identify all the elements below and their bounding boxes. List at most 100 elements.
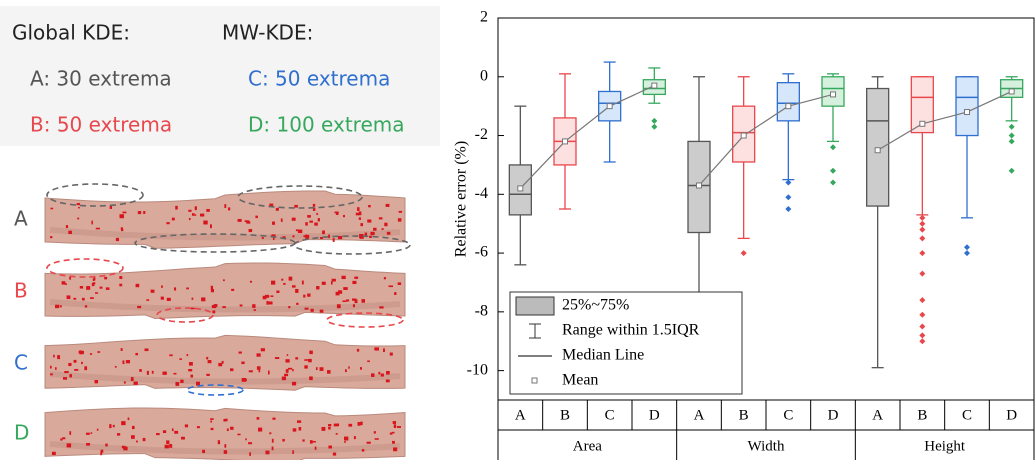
speck	[64, 283, 67, 285]
speck	[237, 433, 241, 436]
speck	[338, 290, 343, 294]
x-tick-label: D	[1006, 407, 1017, 423]
speck	[367, 360, 370, 363]
speck	[359, 234, 364, 238]
speck	[69, 276, 72, 280]
y-tick-label: 2	[480, 9, 488, 26]
box	[910, 76, 934, 134]
speck	[237, 218, 242, 222]
speck	[196, 381, 200, 386]
speck	[328, 445, 333, 449]
speck	[91, 220, 93, 225]
speck	[188, 362, 193, 366]
speck	[78, 206, 80, 209]
speck	[297, 229, 303, 234]
speck	[389, 432, 393, 435]
speck	[131, 425, 135, 430]
speck	[374, 347, 379, 350]
speck	[84, 366, 88, 371]
speck	[369, 235, 372, 239]
speck	[378, 217, 383, 220]
speck	[384, 222, 388, 227]
speck	[315, 367, 318, 371]
vessels	[44, 190, 406, 460]
speck	[303, 235, 306, 238]
row-label: B	[14, 279, 28, 303]
speck	[341, 275, 346, 280]
speck	[105, 443, 108, 447]
speck	[397, 218, 402, 222]
legend-entry: D: 100 extrema	[248, 113, 404, 137]
speck	[373, 431, 376, 434]
speck	[173, 287, 177, 291]
speck	[175, 382, 180, 386]
speck	[67, 445, 70, 448]
speck	[378, 371, 381, 375]
speck	[230, 426, 234, 430]
speck	[209, 224, 212, 229]
speck	[261, 237, 264, 239]
vessel-shade	[49, 371, 401, 385]
mean-line	[519, 141, 566, 189]
y-tick-label: -2	[475, 126, 488, 143]
speck	[383, 277, 386, 280]
speck	[316, 212, 318, 216]
speck	[76, 203, 80, 206]
speck	[336, 304, 341, 309]
speck	[268, 301, 273, 305]
speck	[298, 426, 302, 431]
x-tick-label: D	[649, 407, 660, 423]
speck	[104, 276, 108, 280]
ellipse	[46, 258, 124, 278]
x-tick-label: D	[828, 407, 839, 423]
speck	[305, 234, 310, 239]
speck	[95, 227, 100, 230]
speck	[116, 433, 121, 436]
speck	[202, 449, 206, 454]
speck	[392, 440, 395, 444]
outlier	[919, 250, 926, 257]
speck	[272, 417, 276, 420]
speck	[321, 426, 326, 431]
speck	[368, 204, 371, 208]
speck	[68, 362, 72, 367]
speck	[360, 421, 363, 426]
box	[955, 76, 979, 137]
legend-mean-swatch	[531, 377, 538, 384]
speck	[120, 229, 124, 232]
speck	[199, 213, 205, 217]
speck	[114, 366, 117, 368]
speck	[64, 371, 69, 374]
speck	[379, 306, 384, 309]
speck	[60, 438, 63, 441]
speck	[269, 432, 272, 435]
speck	[210, 285, 213, 290]
ellipse	[186, 384, 244, 396]
speck	[360, 223, 363, 227]
speck	[221, 360, 224, 364]
speck	[266, 300, 269, 305]
y-tick-label: -6	[475, 244, 488, 261]
speck	[334, 211, 339, 214]
x-tick-label: B	[917, 407, 927, 423]
legend-entry: B: 50 extrema	[30, 113, 172, 137]
mean	[517, 185, 524, 192]
speck	[274, 357, 280, 360]
speck	[135, 283, 140, 288]
outlier	[651, 123, 658, 130]
speck	[119, 276, 123, 279]
speck	[343, 214, 345, 218]
speck	[258, 427, 263, 432]
speck	[272, 221, 276, 225]
speck	[122, 211, 127, 214]
speck	[96, 428, 99, 431]
speck	[191, 213, 195, 216]
speck	[308, 358, 312, 363]
speck	[383, 348, 385, 353]
speck	[74, 368, 79, 371]
speck	[51, 451, 56, 456]
speck	[292, 428, 297, 432]
group-label: Area	[573, 438, 602, 454]
speck	[93, 276, 96, 281]
x-tick-label: A	[872, 407, 883, 423]
